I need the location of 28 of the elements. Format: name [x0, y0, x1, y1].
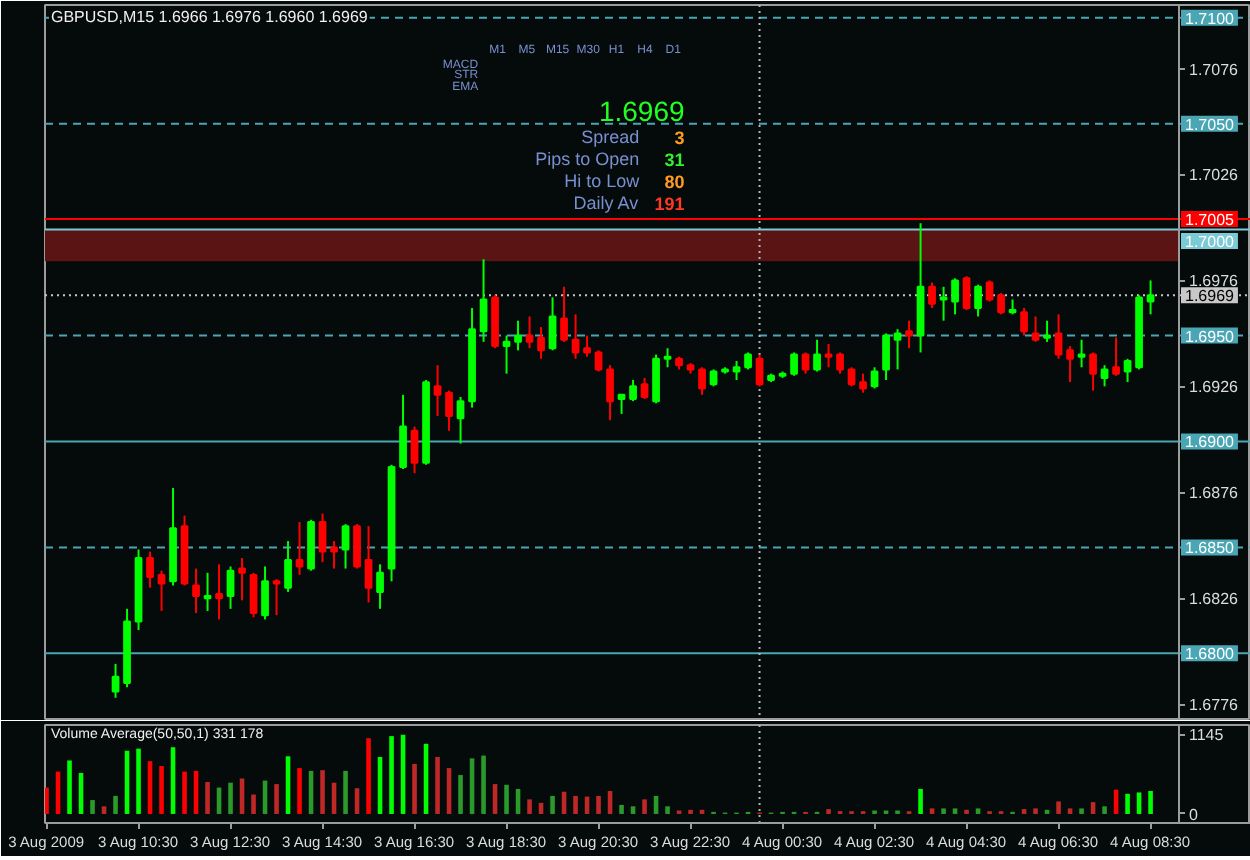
ref-line-label: 1.7050	[1185, 115, 1236, 134]
y-tick-label: 1.6776	[1189, 696, 1240, 715]
ref-line-label: 1.7100	[1185, 9, 1236, 28]
ref-line-label: 1.6950	[1185, 327, 1236, 346]
annotation: Spread	[581, 127, 640, 148]
y-tick-label: 1145	[1189, 726, 1225, 745]
ref-line-label: 1.6900	[1185, 433, 1236, 452]
ref-line-label: 1.7005	[1185, 210, 1236, 229]
annotation: 3	[674, 128, 685, 149]
ref-line-label: 1.7000	[1185, 232, 1236, 251]
ref-line-label: 1.6850	[1185, 539, 1236, 558]
y-tick-label: 1.6876	[1189, 484, 1240, 503]
annotation: Daily Av	[573, 193, 640, 214]
annotation: Hi to Low	[564, 171, 641, 192]
chart-title: GBPUSD,M15 1.6966 1.6976 1.6960 1.6969	[51, 8, 369, 26]
y-tick-label: 1.7026	[1189, 166, 1240, 185]
annotation: 31	[664, 150, 685, 171]
y-tick-label: 1.6926	[1189, 378, 1240, 397]
y-tick-label: 1.7076	[1189, 60, 1240, 79]
annotation: 1.6969	[598, 94, 685, 127]
y-tick-label: 1.6976	[1189, 272, 1240, 291]
y-tick-label: 1.6826	[1189, 590, 1240, 609]
y-tick-label: 0	[1189, 805, 1199, 824]
annotation: Pips to Open	[535, 149, 640, 170]
annotation: 191	[654, 194, 685, 215]
annotation: 80	[664, 172, 685, 193]
ref-line-label: 1.6969	[1185, 287, 1236, 306]
ref-line-label: 1.6800	[1185, 645, 1236, 664]
